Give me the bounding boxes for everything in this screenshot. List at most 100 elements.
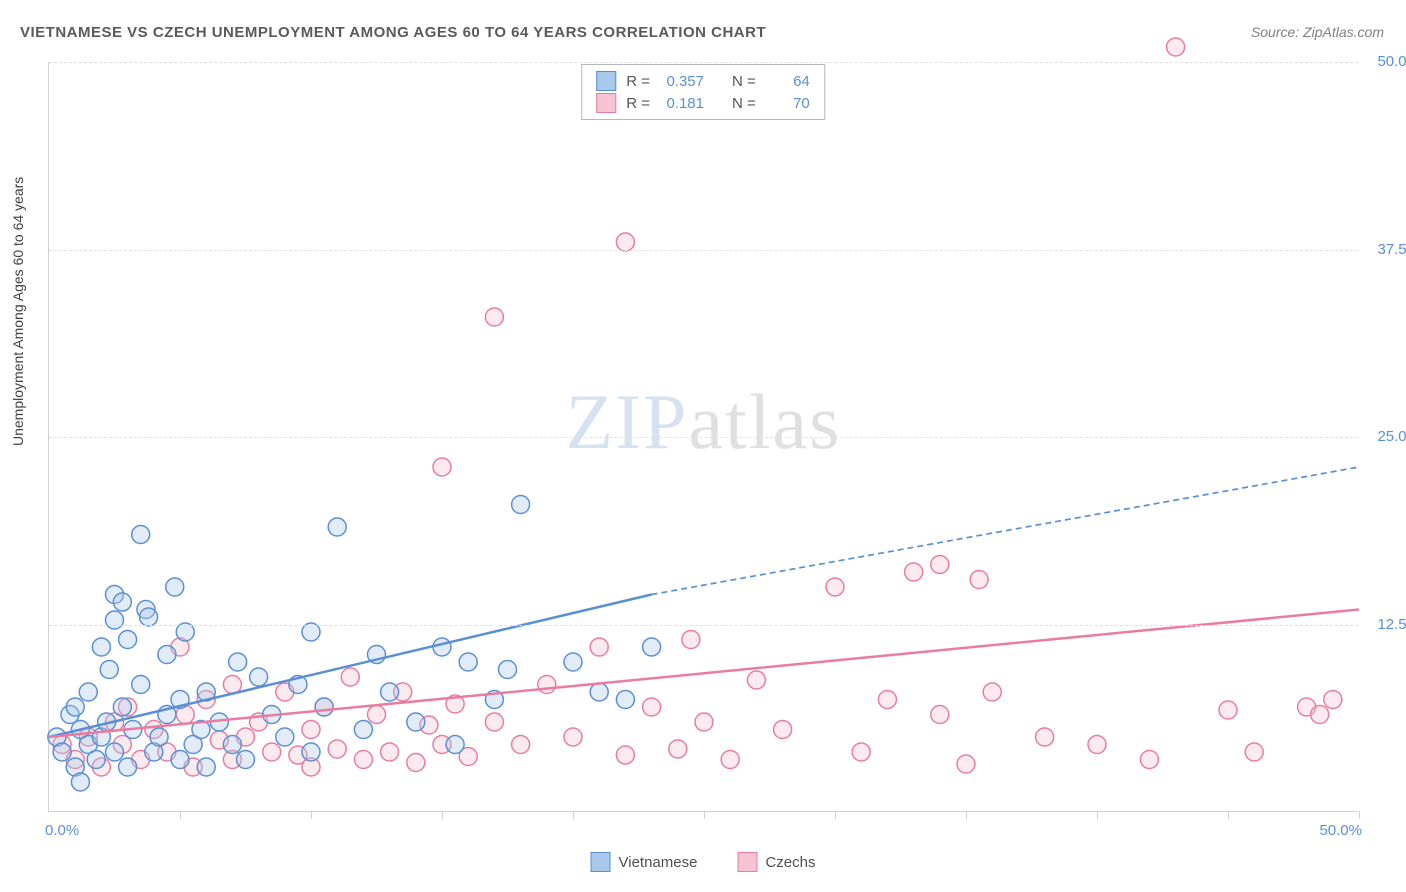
- scatter-point-vietnamese: [250, 668, 268, 686]
- scatter-point-vietnamese: [132, 526, 150, 544]
- scatter-point-czechs: [1088, 736, 1106, 754]
- scatter-point-vietnamese: [499, 661, 517, 679]
- scatter-point-czechs: [1036, 728, 1054, 746]
- scatter-point-vietnamese: [106, 611, 124, 629]
- y-tick-label: 37.5%: [1364, 241, 1406, 258]
- source-label: Source:: [1251, 24, 1299, 40]
- r-label: R =: [626, 95, 650, 112]
- y-tick-label: 50.0%: [1364, 53, 1406, 70]
- scatter-point-vietnamese: [119, 758, 137, 776]
- scatter-point-vietnamese: [381, 683, 399, 701]
- scatter-point-vietnamese: [113, 593, 131, 611]
- scatter-point-vietnamese: [113, 698, 131, 716]
- scatter-point-vietnamese: [564, 653, 582, 671]
- scatter-point-vietnamese: [229, 653, 247, 671]
- scatter-point-vietnamese: [446, 736, 464, 754]
- scatter-point-czechs: [905, 563, 923, 581]
- scatter-point-czechs: [970, 571, 988, 589]
- chart-title: VIETNAMESE VS CZECH UNEMPLOYMENT AMONG A…: [20, 24, 766, 41]
- scatter-point-czechs: [407, 754, 425, 772]
- n-value-czechs: 70: [766, 95, 810, 112]
- scatter-point-czechs: [1219, 701, 1237, 719]
- n-value-vietnamese: 64: [766, 73, 810, 90]
- plot-area: ZIPatlas 12.5%25.0%37.5%50.0%0.0%50.0%: [48, 62, 1358, 812]
- n-label: N =: [732, 73, 756, 90]
- scatter-point-czechs: [1311, 706, 1329, 724]
- scatter-point-vietnamese: [176, 623, 194, 641]
- scatter-point-vietnamese: [119, 631, 137, 649]
- scatter-point-vietnamese: [302, 743, 320, 761]
- scatter-point-czechs: [485, 713, 503, 731]
- scatter-point-czechs: [381, 743, 399, 761]
- scatter-point-czechs: [878, 691, 896, 709]
- scatter-point-vietnamese: [79, 683, 97, 701]
- scatter-point-czechs: [616, 233, 634, 251]
- scatter-point-czechs: [669, 740, 687, 758]
- scatter-point-vietnamese: [197, 758, 215, 776]
- swatch-czechs: [737, 852, 757, 872]
- scatter-point-vietnamese: [132, 676, 150, 694]
- swatch-vietnamese: [591, 852, 611, 872]
- scatter-point-vietnamese: [276, 728, 294, 746]
- y-tick-label: 25.0%: [1364, 428, 1406, 445]
- scatter-point-czechs: [263, 743, 281, 761]
- x-tick-label: 0.0%: [45, 822, 79, 839]
- r-value-vietnamese: 0.357: [660, 73, 704, 90]
- scatter-point-vietnamese: [106, 743, 124, 761]
- scatter-point-czechs: [512, 736, 530, 754]
- scatter-point-czechs: [538, 676, 556, 694]
- scatter-point-vietnamese: [590, 683, 608, 701]
- legend-item-czechs: Czechs: [737, 852, 815, 872]
- scatter-point-czechs: [485, 308, 503, 326]
- scatter-point-vietnamese: [223, 736, 241, 754]
- trend-line-vietnamese-ext: [652, 467, 1359, 595]
- scatter-point-czechs: [1324, 691, 1342, 709]
- scatter-point-vietnamese: [302, 623, 320, 641]
- scatter-point-czechs: [957, 755, 975, 773]
- scatter-point-czechs: [826, 578, 844, 596]
- scatter-point-vietnamese: [166, 578, 184, 596]
- correlation-legend: R = 0.357 N = 64 R = 0.181 N = 70: [581, 64, 825, 120]
- r-label: R =: [626, 73, 650, 90]
- source-name: ZipAtlas.com: [1303, 24, 1384, 40]
- scatter-point-vietnamese: [459, 653, 477, 671]
- scatter-point-vietnamese: [315, 698, 333, 716]
- legend-label-czechs: Czechs: [765, 854, 815, 871]
- scatter-point-czechs: [643, 698, 661, 716]
- scatter-point-czechs: [747, 671, 765, 689]
- scatter-point-czechs: [721, 751, 739, 769]
- y-axis-label: Unemployment Among Ages 60 to 64 years: [10, 177, 26, 446]
- scatter-point-czechs: [1245, 743, 1263, 761]
- x-tick-label: 50.0%: [1319, 822, 1362, 839]
- scatter-point-czechs: [433, 458, 451, 476]
- scatter-point-czechs: [302, 721, 320, 739]
- source-attribution: Source: ZipAtlas.com: [1251, 24, 1384, 40]
- legend-label-vietnamese: Vietnamese: [619, 854, 698, 871]
- scatter-point-vietnamese: [92, 638, 110, 656]
- scatter-point-vietnamese: [150, 728, 168, 746]
- scatter-point-vietnamese: [237, 751, 255, 769]
- scatter-point-czechs: [931, 706, 949, 724]
- scatter-point-czechs: [368, 706, 386, 724]
- scatter-point-czechs: [1140, 751, 1158, 769]
- swatch-czechs: [596, 93, 616, 113]
- scatter-point-vietnamese: [158, 646, 176, 664]
- scatter-point-vietnamese: [171, 751, 189, 769]
- scatter-point-vietnamese: [354, 721, 372, 739]
- y-tick-label: 12.5%: [1364, 616, 1406, 633]
- scatter-point-vietnamese: [512, 496, 530, 514]
- scatter-point-czechs: [774, 721, 792, 739]
- scatter-point-vietnamese: [100, 661, 118, 679]
- scatter-point-czechs: [983, 683, 1001, 701]
- scatter-point-vietnamese: [53, 743, 71, 761]
- legend-item-vietnamese: Vietnamese: [591, 852, 698, 872]
- scatter-point-czechs: [682, 631, 700, 649]
- scatter-point-czechs: [1167, 38, 1185, 56]
- scatter-point-czechs: [931, 556, 949, 574]
- scatter-point-vietnamese: [140, 608, 158, 626]
- scatter-point-czechs: [616, 746, 634, 764]
- scatter-point-czechs: [328, 740, 346, 758]
- scatter-point-czechs: [852, 743, 870, 761]
- chart-container: VIETNAMESE VS CZECH UNEMPLOYMENT AMONG A…: [0, 0, 1406, 892]
- scatter-point-czechs: [590, 638, 608, 656]
